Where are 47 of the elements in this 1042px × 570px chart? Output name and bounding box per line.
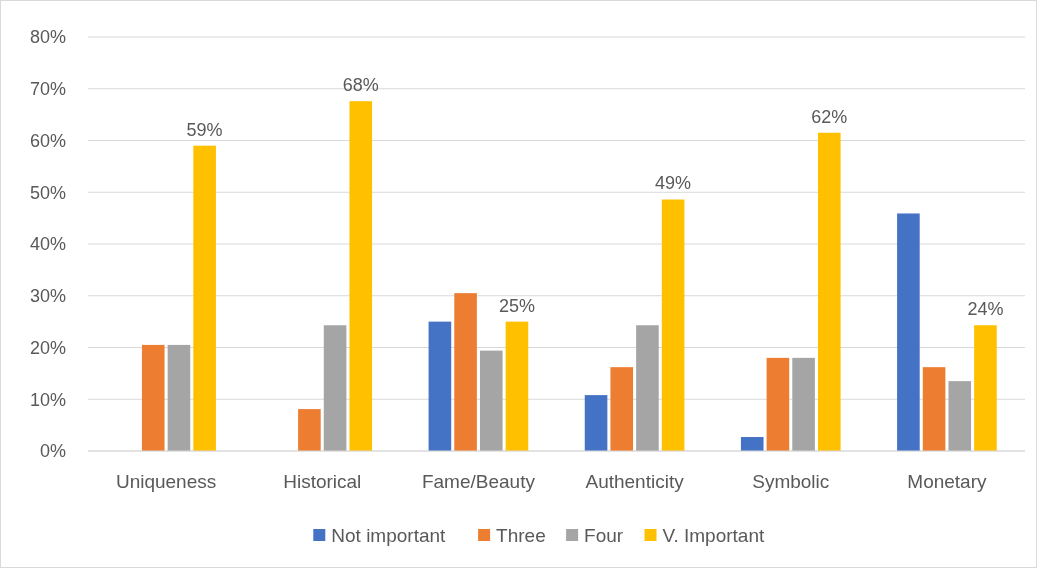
y-tick-label: 80%: [29, 27, 66, 48]
bar: [584, 395, 608, 451]
y-tick-label: 30%: [29, 286, 66, 307]
bar: [505, 321, 529, 451]
bar: [454, 293, 477, 451]
bar: [740, 437, 764, 451]
x-tick-label: Symbolic: [752, 471, 830, 492]
bar: [193, 145, 216, 451]
bar: [323, 325, 347, 451]
bar: [479, 350, 503, 451]
legend-label: Three: [496, 524, 546, 546]
data-label: 24%: [967, 299, 1004, 320]
y-tick-label: 40%: [29, 234, 66, 255]
bar: [974, 325, 997, 451]
x-tick-label: Authenticity: [585, 471, 685, 492]
y-tick-label: 10%: [29, 389, 66, 410]
legend-label: V. Important: [662, 524, 765, 546]
bar: [167, 344, 191, 451]
data-label: 59%: [186, 119, 223, 140]
data-label: 68%: [342, 75, 379, 96]
data-label: 62%: [811, 106, 848, 127]
y-tick-label: 50%: [29, 182, 66, 203]
bar: [661, 199, 685, 451]
bar: [141, 344, 165, 451]
x-tick-label: Uniqueness: [115, 471, 217, 492]
bar: [610, 367, 634, 451]
x-tick-label: Fame/Beauty: [421, 471, 536, 492]
bar: [766, 357, 790, 451]
data-label: 49%: [655, 173, 692, 194]
y-tick-label: 70%: [29, 79, 66, 100]
bar: [636, 325, 659, 451]
legend-label: Four: [584, 524, 624, 546]
y-tick-label: 0%: [39, 441, 66, 462]
bar: [948, 381, 972, 451]
bar: [817, 132, 841, 451]
bar: [792, 357, 815, 451]
y-tick-label: 60%: [29, 130, 66, 151]
x-tick-label: Historical: [283, 471, 362, 492]
bar: [298, 409, 321, 451]
bar: [349, 101, 373, 451]
data-label: 25%: [498, 295, 535, 316]
y-tick-label: 20%: [29, 337, 66, 358]
x-tick-label: Monetary: [907, 471, 988, 492]
bar: [428, 321, 452, 451]
bar: [922, 367, 946, 451]
bar: [897, 213, 920, 451]
legend-label: Not important: [331, 524, 447, 546]
